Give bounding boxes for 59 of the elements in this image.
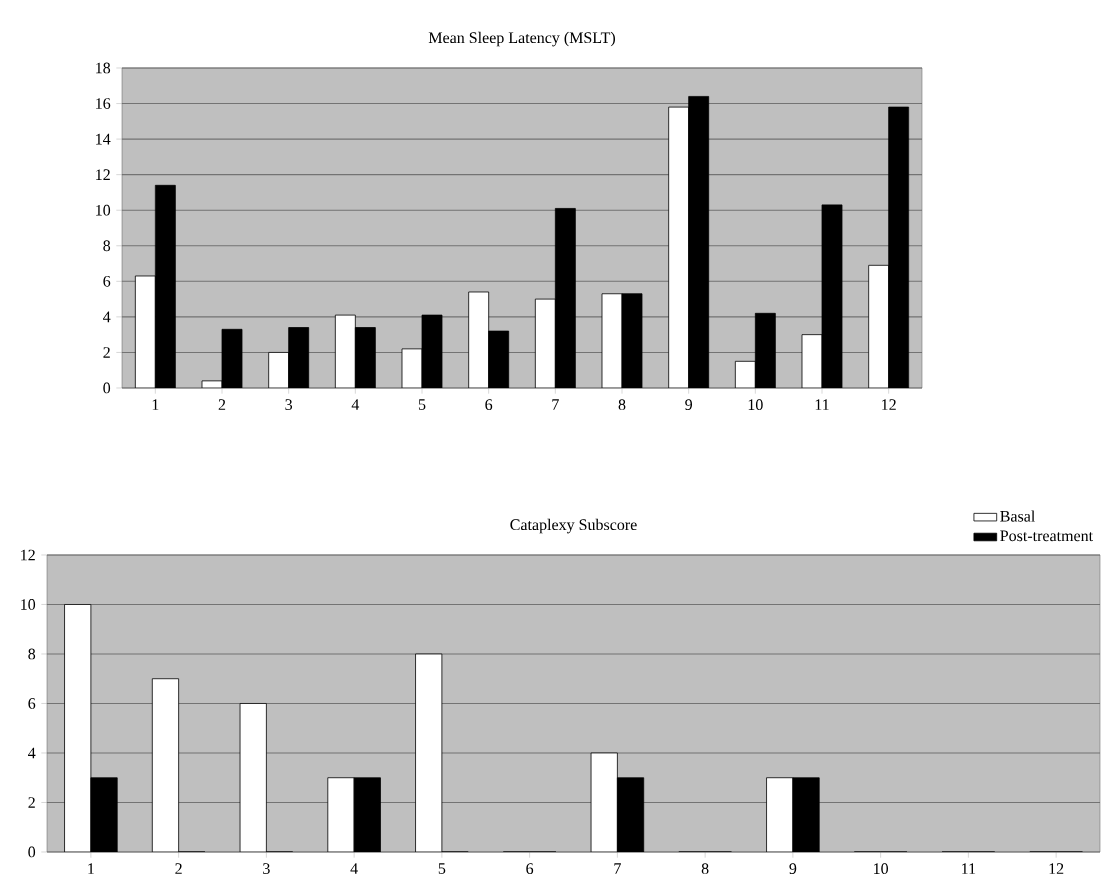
y-tick-label: 18 xyxy=(96,62,111,74)
y-tick-label: 0 xyxy=(103,382,111,394)
bar xyxy=(415,653,442,852)
x-tick-label: 10 xyxy=(748,399,763,411)
x-tick-label: 2 xyxy=(175,863,182,874)
y-tick-label: 14 xyxy=(96,133,111,145)
bar xyxy=(268,352,289,388)
bar xyxy=(766,777,793,852)
x-tick-label: 9 xyxy=(685,399,693,411)
y-tick-label: 4 xyxy=(103,311,111,323)
y-tick-label: 8 xyxy=(28,648,36,660)
y-tick-label: 6 xyxy=(28,698,36,709)
bar xyxy=(327,777,355,852)
y-tick-label: 6 xyxy=(103,275,111,287)
bar xyxy=(535,299,556,388)
y-tick-label: 8 xyxy=(103,240,111,252)
x-tick-label: 7 xyxy=(552,399,559,410)
chart-title: Cataplexy Subscore xyxy=(510,518,637,534)
x-tick-label: 8 xyxy=(618,399,626,411)
x-tick-label: 1 xyxy=(152,399,159,410)
y-tick-label: 10 xyxy=(96,204,111,216)
legend-label: Post-treatment xyxy=(1000,530,1093,542)
bar xyxy=(64,604,91,852)
y-tick-label: 4 xyxy=(28,747,36,759)
y-tick-label: 12 xyxy=(96,169,110,180)
bar xyxy=(240,703,267,852)
legend-label: Basal xyxy=(1000,510,1035,522)
x-tick-label: 7 xyxy=(614,863,621,874)
x-tick-label: 1 xyxy=(88,863,94,874)
x-tick-label: 8 xyxy=(701,863,709,875)
bar xyxy=(468,291,489,388)
x-tick-label: 11 xyxy=(962,863,976,874)
y-tick-label: 0 xyxy=(28,846,36,858)
x-tick-label: 9 xyxy=(789,863,797,875)
bar xyxy=(135,275,156,388)
bar xyxy=(668,107,689,388)
x-tick-label: 5 xyxy=(438,863,446,874)
x-tick-label: 3 xyxy=(263,863,270,875)
bar xyxy=(152,678,179,852)
bar xyxy=(591,752,618,852)
y-tick-label: 10 xyxy=(21,599,36,610)
chart-title: Mean Sleep Latency (MSLT) xyxy=(428,31,616,47)
x-tick-label: 12 xyxy=(882,399,896,410)
x-tick-label: 6 xyxy=(485,399,493,411)
x-tick-label: 2 xyxy=(218,399,226,410)
x-tick-label: 12 xyxy=(1049,863,1064,874)
y-tick-label: 16 xyxy=(96,98,111,109)
x-tick-label: 11 xyxy=(815,399,829,410)
x-tick-label: 10 xyxy=(874,863,889,875)
x-tick-label: 4 xyxy=(351,399,360,410)
bar xyxy=(868,264,890,388)
x-tick-label: 3 xyxy=(285,399,293,411)
x-tick-label: 5 xyxy=(418,399,426,410)
x-tick-label: 6 xyxy=(526,863,534,875)
y-tick-label: 2 xyxy=(28,797,35,808)
x-tick-label: 4 xyxy=(350,863,358,874)
y-tick-label: 2 xyxy=(103,347,110,358)
y-tick-label: 12 xyxy=(21,549,35,561)
bar xyxy=(335,315,356,388)
